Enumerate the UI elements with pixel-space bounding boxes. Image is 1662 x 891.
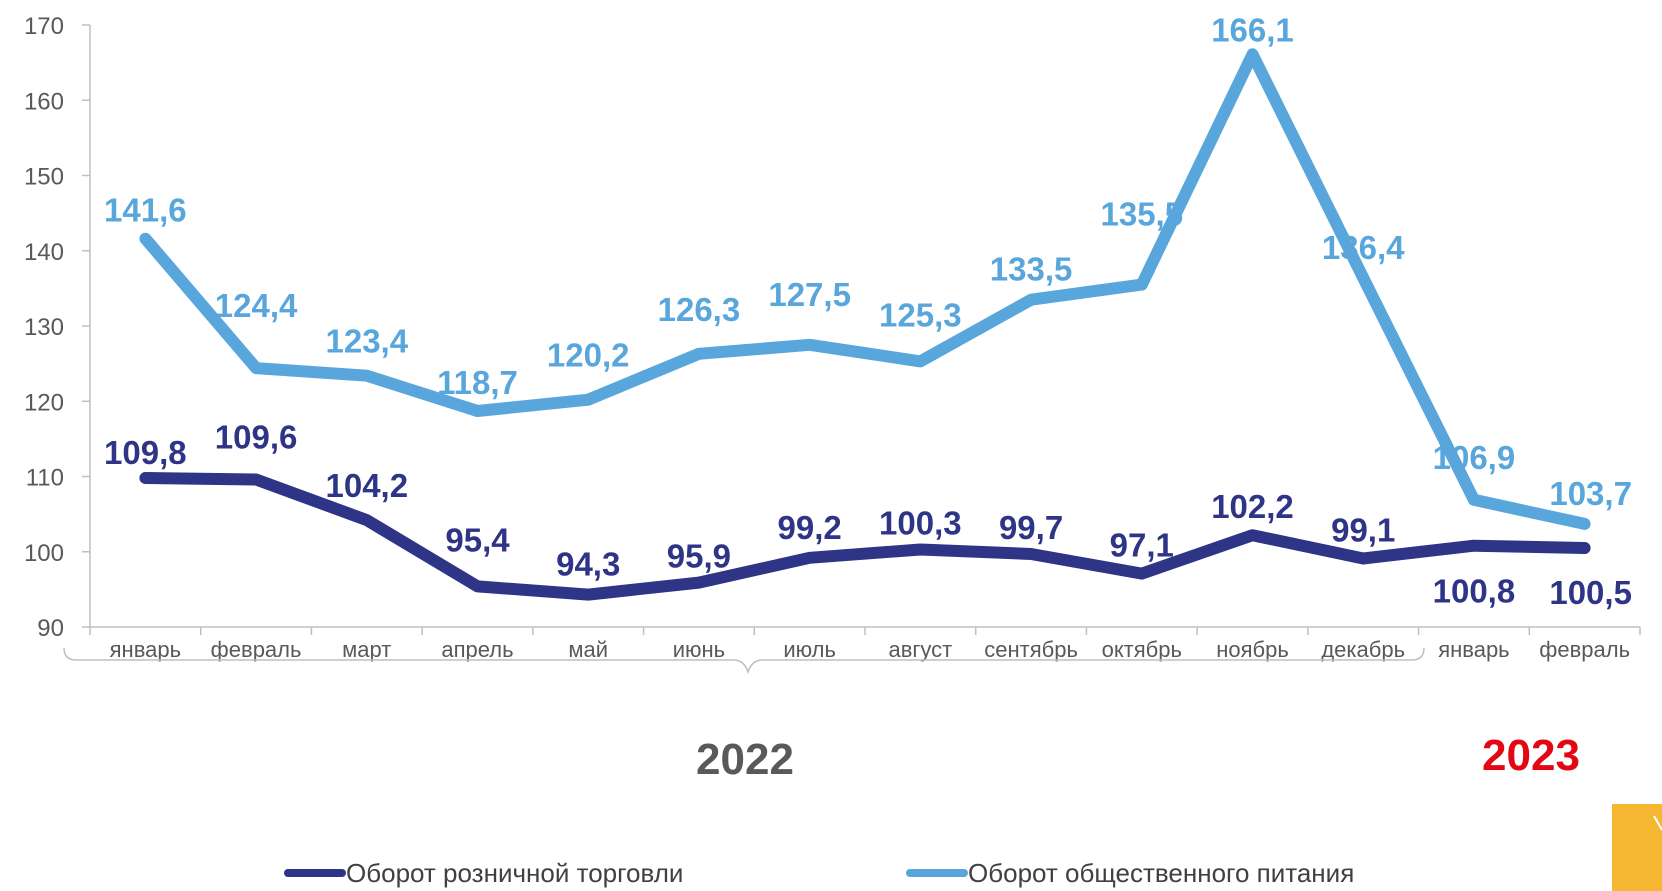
catering-data-label: 127,5 xyxy=(768,276,851,313)
year-2022-label: 2022 xyxy=(696,735,794,784)
year-labels: 2022 2023 xyxy=(63,647,1580,784)
x-tick-label: июнь xyxy=(673,637,725,662)
y-tick-label: 150 xyxy=(24,164,64,191)
retail-data-label: 99,1 xyxy=(1331,512,1395,549)
retail-data-label: 102,2 xyxy=(1211,488,1294,525)
catering-data-label: 166,1 xyxy=(1211,11,1294,48)
x-tick-label: декабрь xyxy=(1321,637,1405,662)
catering-data-label: 103,7 xyxy=(1549,475,1632,512)
catering-data-label: 120,2 xyxy=(547,337,630,374)
series-line-retail xyxy=(139,472,1591,601)
next-slide-button[interactable] xyxy=(1612,804,1662,891)
catering-data-label: 125,3 xyxy=(879,296,962,333)
x-tick-label: январь xyxy=(110,637,181,662)
retail-data-label: 95,4 xyxy=(445,521,510,558)
catering-data-label: 133,5 xyxy=(990,251,1073,288)
catering-data-label: 123,4 xyxy=(325,323,408,360)
y-axis: 90 100 110 120 130 140 150 160 170 xyxy=(24,13,91,642)
catering-data-label: 126,3 xyxy=(658,291,741,328)
retail-data-label: 100,8 xyxy=(1433,573,1516,610)
retail-data-label: 109,6 xyxy=(215,419,298,456)
y-tick-label: 110 xyxy=(26,465,64,492)
retail-data-label: 94,3 xyxy=(556,546,620,583)
catering-data-label: 124,4 xyxy=(215,287,298,324)
y-tick-label: 90 xyxy=(37,615,64,642)
legend-label-retail: Оборот розничной торговли xyxy=(346,858,683,888)
retail-data-label: 100,5 xyxy=(1549,574,1632,611)
year-2023-label: 2023 xyxy=(1482,731,1580,780)
x-tick-label: октябрь xyxy=(1102,637,1182,662)
x-tick-label: ноябрь xyxy=(1216,637,1289,662)
retail-data-label: 104,2 xyxy=(325,467,408,504)
catering-data-label: 141,6 xyxy=(104,192,187,229)
year-2022-brace xyxy=(63,647,1425,675)
y-tick-label: 160 xyxy=(24,88,64,115)
x-tick-label: март xyxy=(342,637,391,662)
retail-data-label: 99,2 xyxy=(778,509,842,546)
x-tick-label: январь xyxy=(1438,637,1509,662)
x-tick-label: май xyxy=(568,637,608,662)
retail-data-label: 100,3 xyxy=(879,504,962,541)
legend-label-catering: Оборот общественного питания xyxy=(968,858,1354,888)
series-lines xyxy=(139,48,1591,601)
x-tick-label: сентябрь xyxy=(984,637,1078,662)
legend: Оборот розничной торговли Оборот обществ… xyxy=(284,858,1354,888)
y-tick-label: 130 xyxy=(24,314,64,341)
y-tick-label: 100 xyxy=(24,540,64,567)
series-line-catering xyxy=(139,48,1591,530)
x-tick-label: август xyxy=(888,637,952,662)
catering-data-label: 106,9 xyxy=(1433,439,1516,476)
catering-data-label: 118,7 xyxy=(437,364,518,401)
data-labels: 109,8 109,6 104,2 95,4 94,3 95,9 99,2 100,3 99,7… xyxy=(104,11,1632,611)
y-tick-label: 120 xyxy=(24,389,64,416)
y-tick-label: 140 xyxy=(24,239,64,266)
x-tick-label: февраль xyxy=(1539,637,1630,662)
chevron-right-icon xyxy=(1653,815,1662,831)
x-axis: январь февраль март апрель май июнь июль август… xyxy=(89,626,1641,662)
y-tick-label: 170 xyxy=(24,13,64,40)
x-tick-label: апрель xyxy=(441,637,513,662)
catering-data-label: 135,5 xyxy=(1100,196,1183,233)
retail-data-label: 99,7 xyxy=(999,509,1063,546)
retail-data-label: 95,9 xyxy=(667,538,731,575)
x-tick-label: июль xyxy=(783,637,836,662)
catering-data-label: 136,4 xyxy=(1322,229,1405,266)
retail-data-label: 109,8 xyxy=(104,434,187,471)
x-tick-label: февраль xyxy=(211,637,302,662)
retail-data-label: 97,1 xyxy=(1110,527,1174,564)
